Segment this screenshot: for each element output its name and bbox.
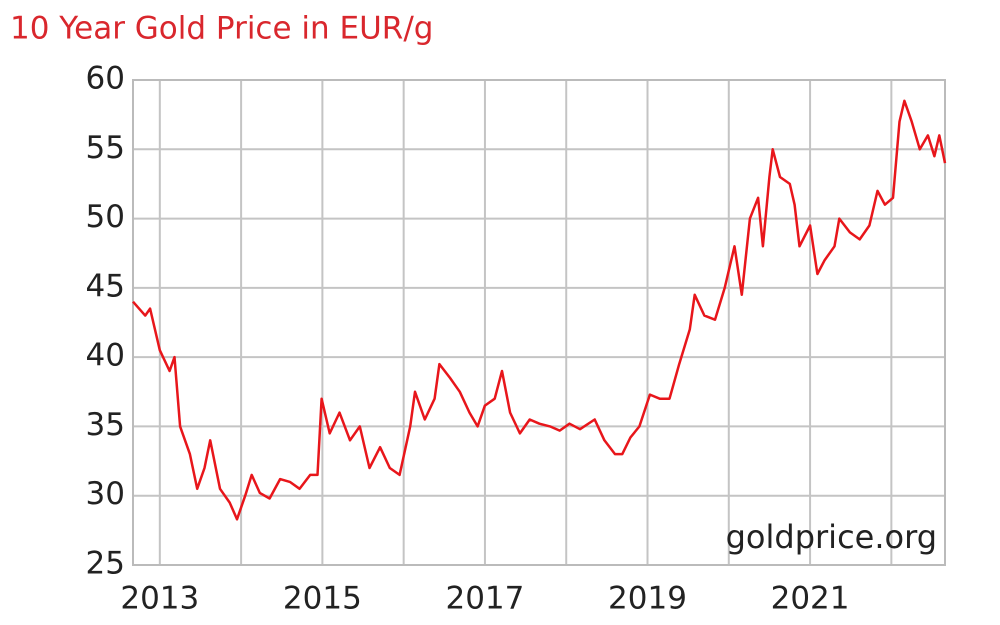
y-tick-label: 55	[86, 130, 125, 166]
watermark: goldprice.org	[726, 518, 937, 556]
x-tick-label: 2015	[283, 581, 362, 617]
y-tick-label: 40	[86, 338, 125, 374]
y-tick-label: 25	[86, 546, 125, 582]
y-tick-label: 60	[86, 61, 125, 97]
x-tick-label: 2013	[120, 581, 199, 617]
plot-border	[132, 79, 946, 566]
y-tick-label: 45	[86, 268, 125, 304]
price-line	[132, 99, 947, 521]
y-tick-label: 35	[86, 407, 125, 443]
y-tick-label: 50	[86, 199, 125, 235]
x-tick-label: 2021	[771, 581, 850, 617]
x-tick-label: 2019	[608, 581, 687, 617]
y-tick-label: 30	[86, 476, 125, 512]
x-tick-label: 2017	[445, 581, 524, 617]
chart-title: 10 Year Gold Price in EUR/g	[10, 11, 433, 47]
